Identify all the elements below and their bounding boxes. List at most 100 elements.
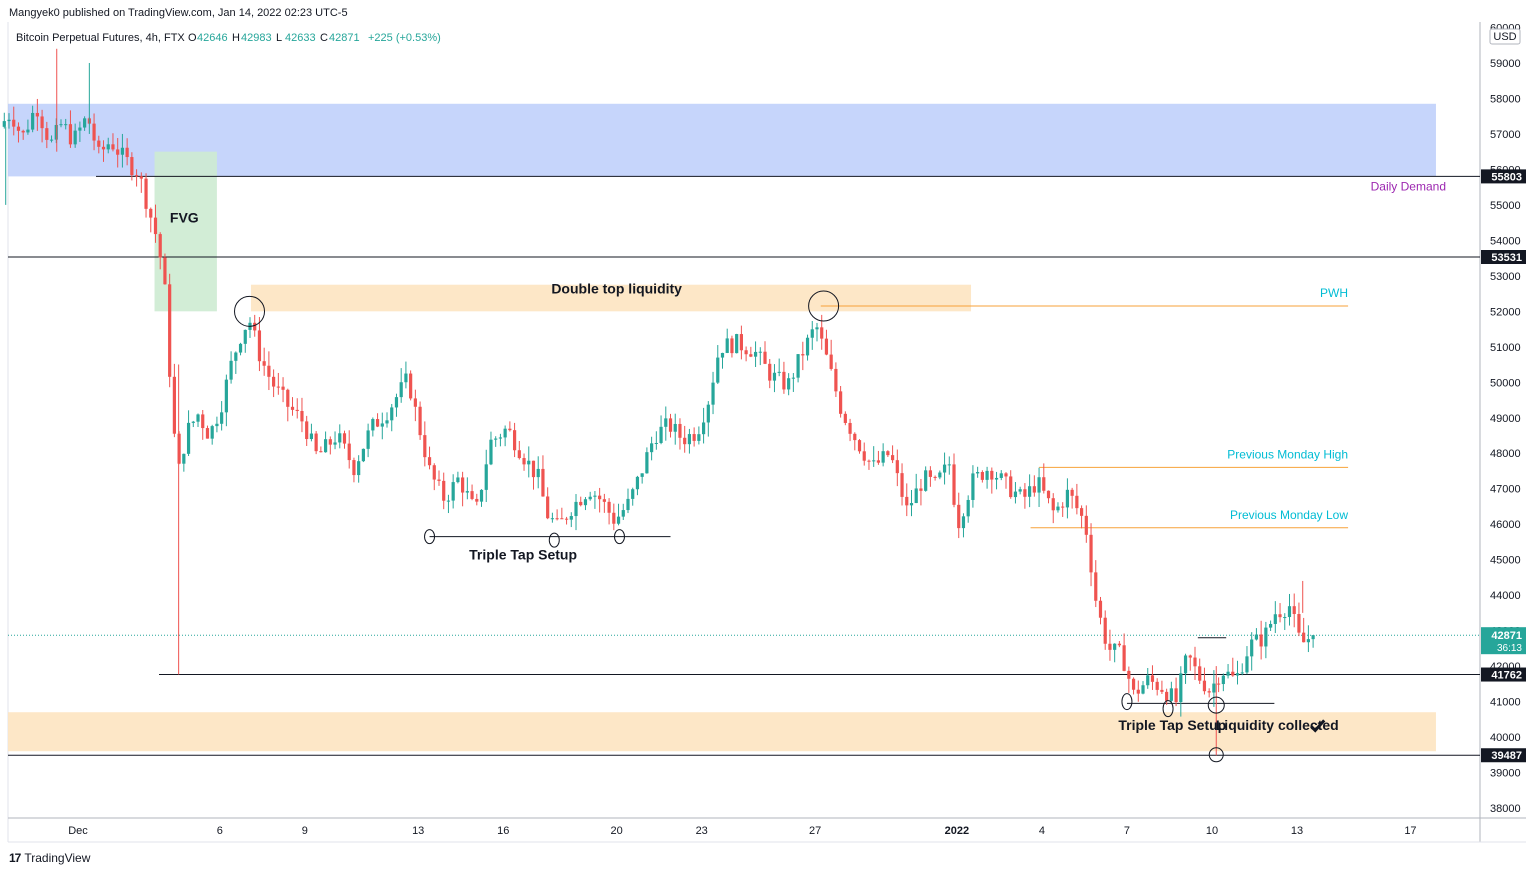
candle[interactable]	[1240, 663, 1244, 676]
candle[interactable]	[1056, 502, 1060, 513]
candle[interactable]	[645, 447, 649, 474]
tap-circle[interactable]	[1121, 693, 1133, 711]
candle[interactable]	[92, 113, 96, 151]
candle[interactable]	[1108, 629, 1112, 661]
candle[interactable]	[352, 457, 356, 483]
candle[interactable]	[35, 98, 39, 131]
candle[interactable]	[999, 470, 1003, 481]
candle[interactable]	[659, 415, 663, 445]
candle[interactable]	[413, 389, 417, 422]
candle[interactable]	[489, 431, 493, 466]
candle[interactable]	[616, 503, 621, 526]
tradingview-logo[interactable]: 17 TradingView	[9, 851, 90, 865]
candle[interactable]	[49, 135, 54, 143]
candle[interactable]	[1127, 666, 1131, 693]
tap-circle[interactable]	[613, 529, 625, 545]
candle[interactable]	[1273, 601, 1277, 634]
candle[interactable]	[7, 113, 11, 129]
candle[interactable]	[919, 478, 923, 506]
candle[interactable]	[560, 507, 564, 520]
candle[interactable]	[744, 346, 748, 362]
tap-circle[interactable]	[548, 532, 560, 548]
candle[interactable]	[546, 487, 550, 520]
candle[interactable]	[976, 466, 980, 478]
candle[interactable]	[777, 358, 781, 377]
candle[interactable]	[711, 371, 715, 415]
candle[interactable]	[957, 492, 961, 539]
candle[interactable]	[508, 421, 512, 432]
candle[interactable]	[139, 172, 143, 193]
candle[interactable]	[437, 470, 441, 486]
tap-circle[interactable]	[808, 290, 840, 322]
candle[interactable]	[980, 470, 984, 483]
candle[interactable]	[862, 442, 866, 466]
candle[interactable]	[385, 412, 389, 428]
candle[interactable]	[735, 333, 739, 354]
candle[interactable]	[1202, 667, 1207, 695]
candle[interactable]	[673, 413, 677, 445]
candle[interactable]	[839, 385, 843, 418]
candle[interactable]	[1259, 620, 1263, 660]
candle[interactable]	[371, 417, 375, 437]
candle[interactable]	[442, 472, 446, 510]
candle[interactable]	[583, 497, 588, 511]
candle[interactable]	[1122, 633, 1126, 672]
candle[interactable]	[21, 129, 25, 140]
tap-circle[interactable]	[424, 529, 436, 545]
candle[interactable]	[857, 439, 862, 454]
candle[interactable]	[323, 431, 328, 453]
candle[interactable]	[366, 423, 370, 458]
candle[interactable]	[1103, 610, 1107, 650]
candle[interactable]	[574, 494, 578, 531]
candle[interactable]	[716, 345, 720, 385]
candle[interactable]	[517, 440, 521, 460]
candle[interactable]	[205, 425, 210, 439]
candle[interactable]	[1226, 664, 1230, 679]
candle[interactable]	[215, 416, 219, 433]
candle[interactable]	[843, 411, 847, 426]
candle[interactable]	[116, 138, 120, 168]
candle[interactable]	[418, 401, 422, 440]
candle[interactable]	[503, 425, 507, 447]
candle[interactable]	[985, 466, 989, 489]
candle[interactable]	[409, 370, 413, 401]
candle[interactable]	[531, 460, 536, 490]
candle[interactable]	[234, 351, 238, 374]
candle[interactable]	[588, 491, 592, 501]
candle[interactable]	[1283, 613, 1287, 631]
candle[interactable]	[1160, 680, 1164, 694]
candle[interactable]	[1250, 632, 1254, 671]
candle[interactable]	[522, 453, 526, 471]
candle[interactable]	[701, 407, 706, 444]
candle[interactable]	[276, 372, 280, 395]
candle[interactable]	[796, 354, 800, 383]
candle[interactable]	[820, 314, 824, 350]
candle[interactable]	[1079, 505, 1084, 529]
candle[interactable]	[479, 489, 484, 507]
candle[interactable]	[1302, 617, 1306, 643]
candle[interactable]	[772, 364, 777, 393]
candle[interactable]	[201, 410, 205, 440]
candle[interactable]	[635, 475, 640, 496]
candle[interactable]	[909, 490, 914, 517]
candle[interactable]	[1311, 635, 1315, 648]
tap-circle[interactable]	[1207, 696, 1225, 714]
candle[interactable]	[1268, 620, 1273, 631]
candle[interactable]	[1094, 560, 1098, 608]
candle[interactable]	[683, 425, 687, 453]
candle[interactable]	[725, 328, 729, 354]
candle[interactable]	[1297, 602, 1301, 637]
candle[interactable]	[768, 358, 772, 389]
candle[interactable]	[295, 398, 299, 419]
tap-circle[interactable]	[1162, 700, 1174, 718]
candle[interactable]	[399, 368, 403, 403]
candle[interactable]	[229, 351, 233, 384]
candle[interactable]	[805, 334, 810, 361]
candle[interactable]	[101, 140, 106, 162]
candle[interactable]	[1188, 654, 1192, 671]
candle[interactable]	[78, 121, 82, 142]
candle[interactable]	[1023, 483, 1027, 509]
candle[interactable]	[801, 341, 805, 371]
candle[interactable]	[149, 207, 153, 233]
